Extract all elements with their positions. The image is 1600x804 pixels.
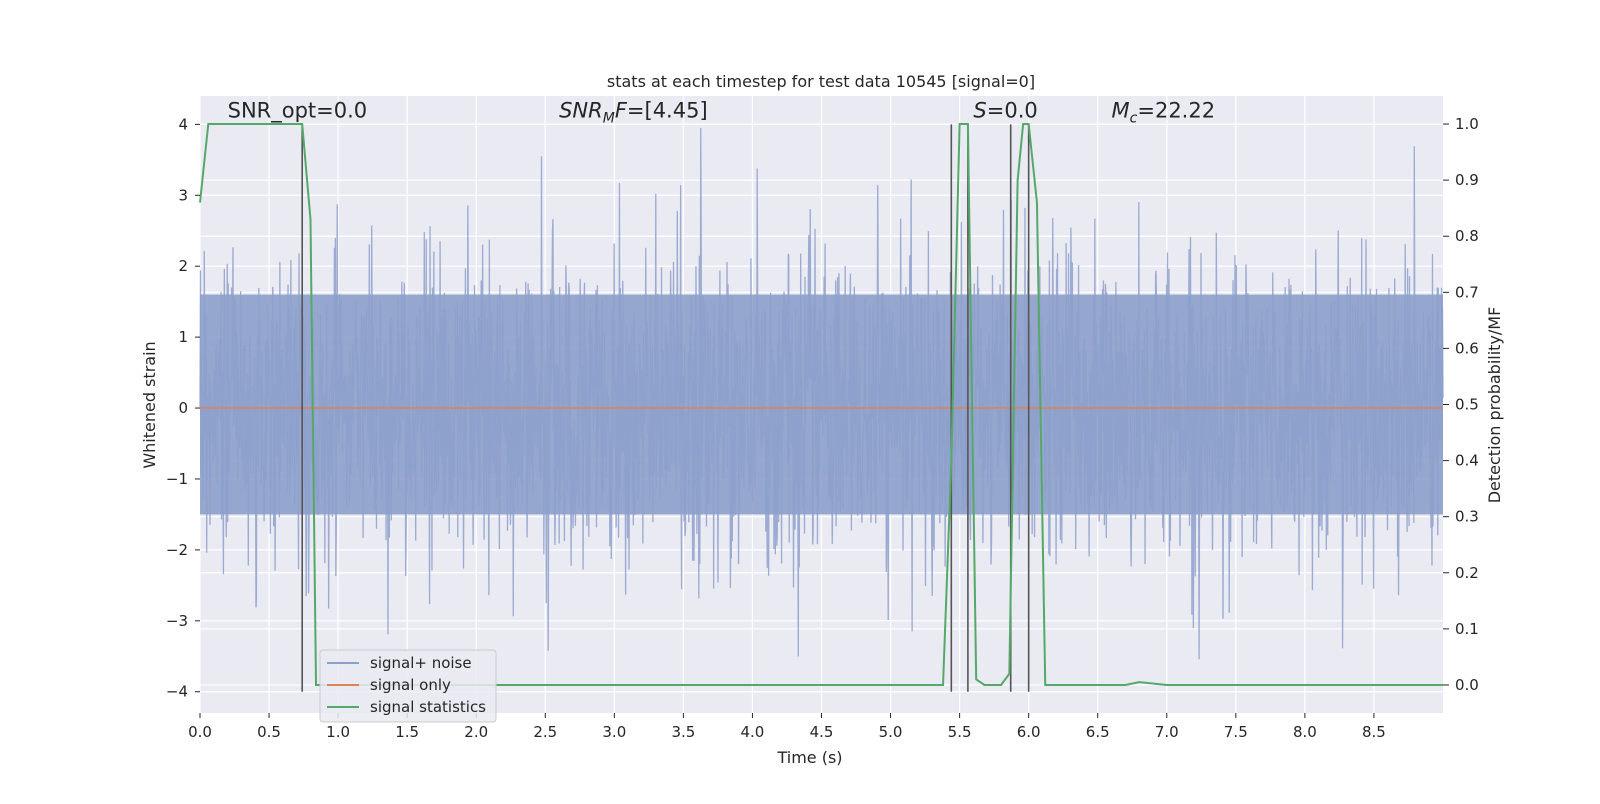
y-axis-label: Whitened strain [140, 341, 159, 468]
legend-label-signal-statistics: signal statistics [370, 698, 486, 716]
y-tick-label-right: 0.2 [1455, 564, 1479, 582]
annotation-3: Mc=22.22 [1112, 98, 1216, 126]
y-tick-label-left: −1 [166, 470, 188, 488]
x-tick-label: 7.0 [1155, 723, 1179, 741]
x-tick-label: 4.0 [741, 723, 765, 741]
y-tick-label-right: 0.1 [1455, 620, 1479, 638]
x-tick-label: 6.5 [1086, 723, 1110, 741]
chart-title: stats at each timestep for test data 105… [607, 72, 1035, 91]
y-tick-label-left: −2 [166, 541, 188, 559]
vertical-markers [301, 124, 1030, 692]
y-tick-label-right: 0.6 [1455, 339, 1479, 357]
x-tick-label: 2.0 [464, 723, 488, 741]
x-tick-label: 0.5 [257, 723, 281, 741]
annotations: SNR_opt=0.0 SNRMF=[4.45] S=0.0 Mc=22.22 [228, 98, 1215, 126]
x-tick-label: 3.0 [602, 723, 626, 741]
x-tick-label: 3.5 [671, 723, 695, 741]
x-axis-label: Time (s) [776, 748, 842, 767]
y-tick-label-right: 0.0 [1455, 676, 1479, 694]
annotation-0: SNR_opt=0.0 [228, 98, 368, 123]
y-tick-label-right: 0.5 [1455, 396, 1479, 414]
annotation-1: SNRMF=[4.45] [559, 98, 708, 126]
x-tick-label: 7.5 [1224, 723, 1248, 741]
x-tick-label: 5.0 [879, 723, 903, 741]
x-tick-label: 0.0 [188, 723, 212, 741]
signal-statistics-line [199, 123, 1443, 686]
signal-statistics-series [199, 123, 1443, 686]
x-tick-label: 8.5 [1362, 723, 1386, 741]
legend-label-signal-only: signal only [370, 676, 451, 694]
signal-noise-series [199, 127, 1444, 660]
y-tick-label-right: 0.9 [1455, 171, 1479, 189]
y-tick-label-left: 4 [178, 115, 188, 133]
y-tick-label-left: −4 [166, 683, 188, 701]
annotation-2: S=0.0 [973, 98, 1037, 122]
legend: signal+ noise signal only signal statist… [319, 649, 497, 723]
legend-label-signal-noise: signal+ noise [370, 654, 472, 672]
x-tick-label: 6.0 [1017, 723, 1041, 741]
x-tick-label: 5.5 [948, 723, 972, 741]
x-tick-label: 1.5 [395, 723, 419, 741]
y-tick-label-right: 1.0 [1455, 115, 1479, 133]
x-tick-label: 4.5 [810, 723, 834, 741]
legend-box [319, 649, 497, 723]
x-tick-label: 1.0 [326, 723, 350, 741]
axis-ticks: 0.0 0.5 1.0 1.5 2.0 2.5 3.0 3.5 4.0 4.5 5.0 5.5 6.0 6… [166, 115, 1479, 741]
y-tick-label-right: 0.3 [1455, 508, 1479, 526]
x-tick-label: 2.5 [533, 723, 557, 741]
y-tick-label-right: 0.4 [1455, 452, 1479, 470]
y-tick-label-right: 0.7 [1455, 283, 1479, 301]
y-tick-label-left: 0 [178, 399, 188, 417]
x-tick-label: 8.0 [1293, 723, 1317, 741]
y-axis-right-label: Detection probability/MF [1485, 307, 1504, 504]
y-tick-label-left: −3 [166, 612, 188, 630]
y-tick-label-right: 0.8 [1455, 227, 1479, 245]
y-tick-label-left: 1 [178, 328, 188, 346]
y-tick-label-left: 3 [178, 186, 188, 204]
y-tick-label-left: 2 [178, 257, 188, 275]
signal-noise-core-band [200, 294, 1443, 515]
